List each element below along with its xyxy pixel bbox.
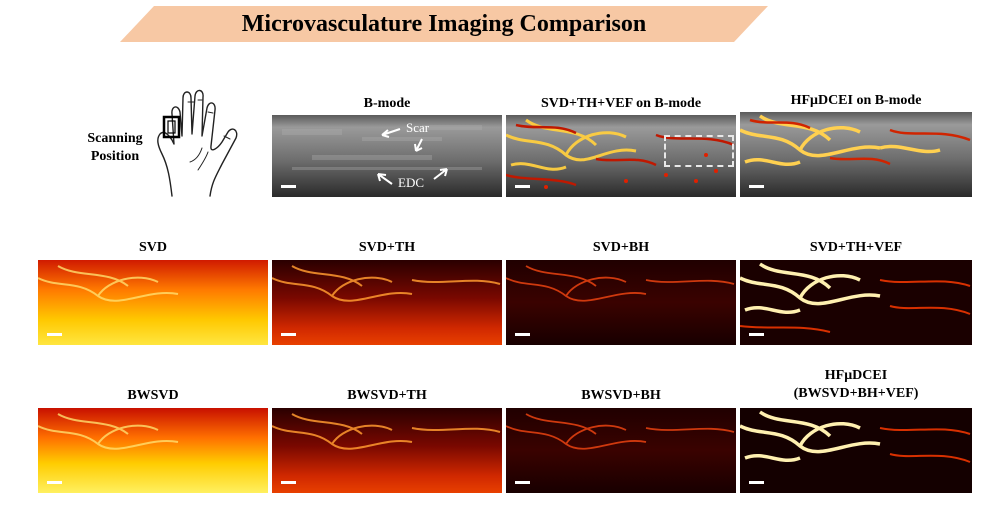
label-bwsvd: BWSVD	[127, 388, 179, 403]
scale-bar	[749, 185, 764, 188]
scanning-position-label: Scanning Position	[72, 130, 158, 166]
panel-svd-th-vef	[740, 260, 972, 345]
scale-bar	[281, 333, 296, 336]
label-svd-th-vef: SVD+TH+VEF	[809, 240, 903, 255]
scale-bar	[515, 481, 530, 484]
panel-hf	[740, 408, 972, 493]
scale-bar	[281, 481, 296, 484]
scale-bar	[281, 185, 296, 188]
annotation-edc: EDC	[398, 175, 424, 190]
panel-hf-overlay	[740, 112, 972, 197]
scale-bar	[47, 481, 62, 484]
panel-svd-overlay	[506, 115, 736, 197]
label-svd-overlay: SVD+TH+VEF on B-mode	[540, 96, 702, 111]
panel-bmode: Scar EDC	[272, 115, 502, 197]
scale-bar	[749, 333, 764, 336]
title-banner: Microvasculature Imaging Comparison	[120, 6, 768, 42]
page-title: Microvasculature Imaging Comparison	[241, 11, 647, 37]
scale-bar	[47, 333, 62, 336]
label-hf-overlay: HFμDCEI on B-mode	[790, 93, 922, 108]
label-svd-th: SVD+TH	[358, 240, 416, 255]
panel-svd-bh	[506, 260, 736, 345]
label-bwsvd-bh: BWSVD+BH	[581, 388, 661, 403]
label-svd-bh: SVD+BH	[592, 240, 650, 255]
scanning-label-line1: Scanning	[87, 131, 143, 146]
label-hf-line1: HFμDCEI	[824, 368, 888, 383]
label-hf-line2: (BWSVD+BH+VEF)	[793, 386, 919, 401]
panel-bwsvd-th	[272, 408, 502, 493]
panel-bwsvd	[38, 408, 268, 493]
arrow-icon	[377, 173, 393, 185]
scale-bar	[515, 185, 530, 188]
panel-svd	[38, 260, 268, 345]
arrow-icon	[381, 128, 401, 138]
annotation-scar: Scar	[406, 120, 430, 135]
panel-svd-th	[272, 260, 502, 345]
hand-icon	[157, 89, 238, 197]
banner-shape	[120, 6, 768, 42]
arrow-icon	[414, 138, 423, 152]
label-bwsvd-th: BWSVD+TH	[347, 388, 427, 403]
scale-bar	[515, 333, 530, 336]
scanning-label-line2: Position	[90, 149, 140, 164]
arrow-icon	[433, 168, 448, 180]
scale-bar	[749, 481, 764, 484]
roi-box	[664, 135, 734, 167]
label-svd: SVD	[138, 240, 167, 255]
label-bmode: B-mode	[363, 96, 411, 111]
panel-bwsvd-bh	[506, 408, 736, 493]
label-hf: HFμDCEI (BWSVD+BH+VEF)	[740, 367, 972, 403]
